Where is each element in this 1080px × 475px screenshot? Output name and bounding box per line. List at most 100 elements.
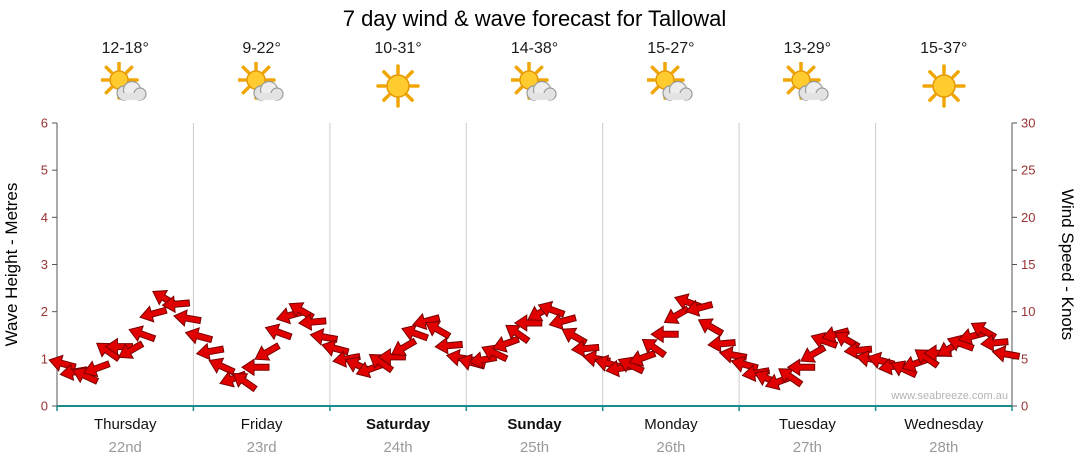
wind-arrow [914,349,940,369]
left-tick-label: 1 [41,351,48,366]
wind-arrow [663,305,691,324]
day-label-sunday: Sunday 25th [467,416,603,456]
left-tick-label: 0 [41,399,48,414]
temp-range: 14-38° [510,40,559,57]
day-label-wednesday: Wednesday 28th [876,416,1012,456]
wind-arrow [128,325,157,343]
day-header-tuesday: 13-29° [739,40,875,112]
wind-arrow [980,334,1009,352]
temp-range: 15-27° [647,40,695,57]
wind-arrow [697,318,725,337]
wind-arrow [412,312,441,331]
wind-arrow [434,336,463,355]
wind-arrow [104,337,133,356]
day-date: 23rd [246,439,277,456]
wind-arrow [297,313,327,332]
sun-cloud-icon [57,60,193,112]
wind-arrow [264,323,293,341]
left-tick-label: 5 [41,163,48,178]
day-label-tuesday: Tuesday 27th [739,416,875,456]
wind-arrow [390,337,418,356]
right-tick-label: 30 [1021,116,1035,131]
wind-arrow [505,324,531,345]
right-tick-label: 15 [1021,257,1035,272]
wind-arrow [401,324,429,342]
wind-arrow [195,342,225,361]
wind-arrow [321,339,350,357]
sun-cloud-icon [194,60,330,112]
wind-arrow [232,372,258,393]
left-axis-title: Wave Height - Metres [2,183,21,347]
right-tick-label: 10 [1021,304,1035,319]
day-date: 28th [929,439,959,456]
wind-arrow [117,340,145,359]
wind-arrow [537,300,566,318]
right-tick-label: 25 [1021,163,1035,178]
wind-arrow [991,345,1021,363]
wind-arrow [481,344,509,363]
day-label-saturday: Saturday 24th [330,416,466,456]
wind-arrow [184,327,214,345]
day-header-saturday: 10-31° [330,40,466,112]
wind-arrow [309,328,339,346]
wind-arrow [368,354,395,374]
wind-arrow [786,358,816,377]
wind-arrow [778,368,804,388]
day-header-wednesday: 15-37° [876,40,1012,112]
day-date: 26th [656,439,686,456]
day-name: Monday [644,416,698,433]
wind-arrow [424,321,452,340]
wind-arrow [570,339,600,358]
sun-icon [330,62,466,112]
day-name: Saturday [365,416,431,433]
day-date: 22nd [108,439,142,456]
temp-range: 10-31° [374,40,422,57]
sun-cloud-icon [603,60,739,112]
day-header-friday: 9-22° [194,40,330,112]
day-date: 25th [519,439,550,456]
wind-arrow [561,327,588,346]
wind-arrow [95,342,122,362]
wind-arrow [685,299,714,317]
right-tick-label: 20 [1021,210,1035,225]
wind-arrow [970,322,998,341]
wind-arrow [173,309,202,327]
temp-range: 12-18° [101,40,149,57]
wind-arrow [650,325,679,344]
wind-arrow [548,312,577,331]
left-tick-label: 2 [41,304,48,319]
right-tick-label: 5 [1021,351,1028,366]
day-header-thursday: 12-18° [57,40,193,112]
wind-arrow [161,295,191,314]
left-tick-label: 6 [41,116,48,131]
day-name: Tuesday [778,416,836,433]
day-label-monday: Monday 26th [603,416,739,456]
wind-arrow [241,358,270,377]
watermark: www.seabreeze.com.au [891,390,1008,402]
wind-arrow [82,360,111,378]
wind-arrow [492,335,520,353]
day-label-friday: Friday 23rd [194,416,330,456]
wind-arrow [707,334,736,353]
left-tick-label: 4 [41,210,48,225]
wind-arrow [617,356,645,375]
day-header-monday: 15-27° [603,40,739,112]
wind-arrow [641,338,667,359]
temp-range: 13-29° [783,40,831,57]
day-date: 27th [792,439,822,456]
day-date: 24th [383,439,413,456]
wind-arrow [843,341,873,360]
page-title: 7 day wind & wave forecast for Tallowal [342,6,727,31]
sun-cloud-icon [739,60,875,112]
day-name: Friday [240,416,283,433]
right-axis-title: Wind Speed - Knots [1058,189,1077,340]
day-header-sunday: 14-38° [467,40,603,112]
sun-cloud-icon [467,60,603,112]
right-tick-label: 0 [1021,399,1028,414]
wind-arrow [208,357,236,376]
wind-arrow [139,305,168,323]
wind-arrow [254,342,281,361]
sun-icon [876,62,1012,112]
